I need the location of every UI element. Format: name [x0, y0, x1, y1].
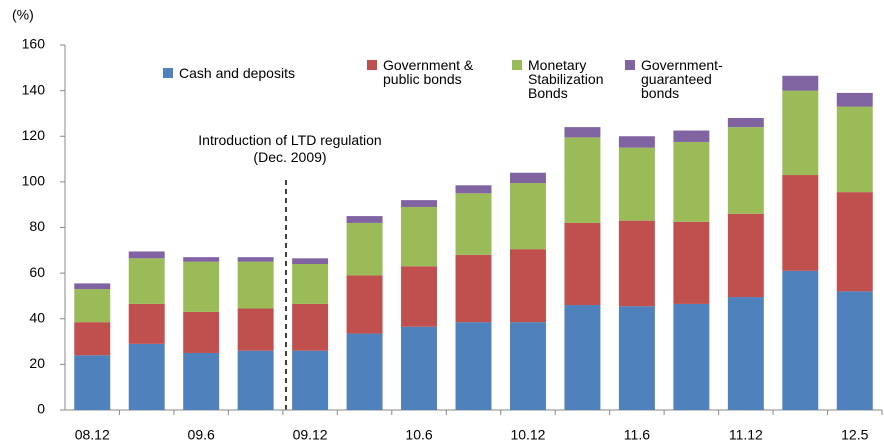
bar-segment [836, 92, 873, 107]
bar-segment [401, 326, 438, 410]
bar-segment [74, 322, 111, 356]
x-tick-label: 10.6 [405, 427, 432, 443]
bar-segment [74, 283, 111, 290]
bar-segment [673, 130, 710, 142]
legend-item: Cash and deposits [163, 66, 343, 80]
bar-segment [509, 183, 546, 250]
bar-segment [509, 322, 546, 410]
bar-segment [727, 213, 764, 298]
bar-segment [74, 355, 111, 410]
bar-segment [401, 206, 438, 267]
legend-swatch [367, 60, 377, 70]
legend-swatch [163, 68, 173, 78]
legend-item: Government & public bonds [367, 58, 477, 86]
x-tick-label: 12.5 [841, 427, 868, 443]
bar-segment [564, 127, 601, 138]
bar-segment [128, 303, 165, 344]
bar-segment [727, 118, 764, 128]
y-tick-label: 80 [29, 218, 45, 234]
legend-item: Government-guaranteed bonds [625, 57, 723, 101]
bar-segment [292, 258, 329, 264]
bar-segment [237, 261, 274, 309]
bar-segment [836, 192, 873, 292]
bar-segment [782, 175, 819, 271]
bar-segment [183, 261, 220, 312]
y-tick-label: 140 [22, 81, 46, 97]
bar-segment [618, 220, 655, 307]
bar-segment [346, 333, 383, 410]
bar-segment [564, 222, 601, 306]
legend-label: Government & public bonds [383, 57, 474, 87]
x-tick-label: 08.12 [75, 427, 110, 443]
legend-item: Monetary Stabilization Bonds [512, 58, 607, 100]
legend-swatch [625, 60, 635, 70]
y-tick-label: 0 [37, 401, 45, 417]
y-tick-label: 60 [29, 264, 45, 280]
x-tick-label: 11.6 [624, 427, 650, 443]
legend-swatch [512, 60, 522, 70]
bar-segment [782, 75, 819, 91]
bar-segment [509, 249, 546, 323]
bar-segment [727, 297, 764, 410]
bar-segment [618, 147, 655, 221]
bar-segment [564, 305, 601, 410]
bar-segment [673, 303, 710, 410]
bar-segment [836, 291, 873, 410]
bar-segment [455, 254, 492, 323]
bar-segment [836, 106, 873, 193]
x-tick-label: 10.12 [510, 427, 545, 443]
x-tick-label: 11.12 [729, 427, 763, 443]
bar-segment [183, 311, 220, 353]
bar-segment [401, 266, 438, 327]
legend-label: Government-guaranteed bonds [641, 57, 723, 101]
bar-segment [128, 251, 165, 259]
bar-segment [509, 172, 546, 184]
bar-segment [128, 258, 165, 304]
y-tick-label: 20 [29, 355, 45, 371]
bar-segment [346, 222, 383, 276]
y-tick-label: 160 [22, 36, 46, 52]
annotation: Introduction of LTD regulation (Dec. 200… [198, 132, 382, 165]
bar-segment [455, 193, 492, 255]
bar-segment [618, 306, 655, 410]
legend-label: Cash and deposits [179, 65, 295, 81]
y-tick-label: 120 [22, 127, 46, 143]
bar-segment [292, 264, 329, 304]
bar-segment [455, 322, 492, 410]
bar-segment [673, 221, 710, 304]
y-tick-label: 40 [29, 309, 45, 325]
legend-label: Monetary Stabilization Bonds [528, 57, 604, 101]
bar-segment [346, 275, 383, 334]
bar-segment [237, 257, 274, 262]
bar-segment [782, 90, 819, 176]
bar-segment [727, 127, 764, 214]
y-tick-label: 100 [22, 173, 46, 189]
bar-segment [183, 352, 220, 410]
bar-segment [782, 270, 819, 410]
bar-segment [564, 137, 601, 223]
bar-segment [74, 289, 111, 323]
bar-segment [673, 141, 710, 222]
bar-segment [237, 350, 274, 410]
bar-segment [237, 308, 274, 351]
x-tick-label: 09.6 [188, 427, 215, 443]
bar-segment [128, 343, 165, 410]
bar-segment [618, 136, 655, 148]
y-axis-label: (%) [12, 7, 34, 23]
bar-segment [183, 257, 220, 262]
bar-segment [292, 350, 329, 410]
bar-segment [455, 185, 492, 194]
bar-segment [346, 216, 383, 223]
bar-segment [401, 200, 438, 207]
bar-segment [292, 303, 329, 351]
x-tick-label: 09.12 [293, 427, 328, 443]
